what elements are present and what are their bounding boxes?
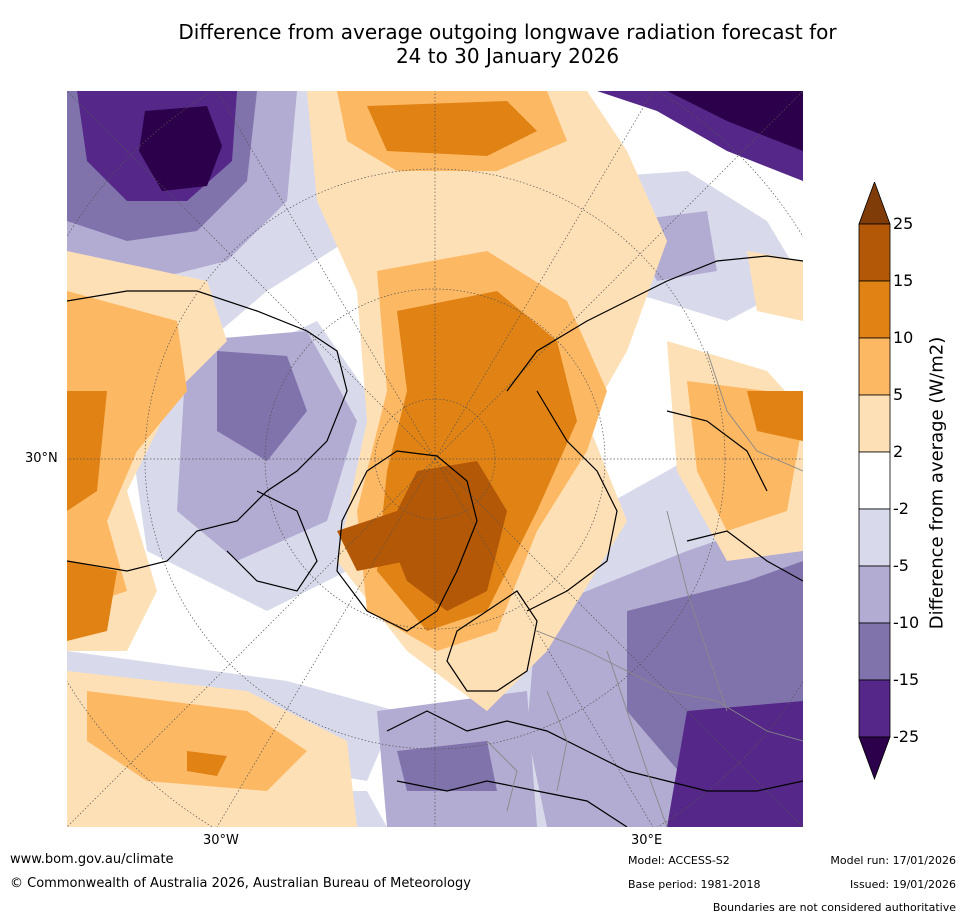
graticule: [67, 91, 803, 827]
colorbar-band--2-2: [858, 451, 891, 510]
base-period-text: Base period: 1981-2018: [628, 878, 761, 891]
colorbar-tick-label: -2: [893, 499, 909, 518]
olr-anomaly-map: [67, 91, 803, 827]
colorbar-extend-over: [858, 182, 891, 225]
colorbar-band--15--10: [858, 622, 891, 681]
colorbar-tick-label: 2: [893, 442, 904, 461]
colorbar-tick-label: 25: [893, 214, 914, 233]
colorbar-tick-label: -10: [893, 613, 920, 632]
copyright-text: © Commonwealth of Australia 2026, Austra…: [10, 876, 471, 891]
chart-title: Difference from average outgoing longwav…: [120, 20, 895, 68]
title-line-2: 24 to 30 January 2026: [395, 44, 620, 68]
colorbar-tick-label: 10: [893, 328, 914, 347]
lat-label-30n: 30°N: [25, 451, 58, 466]
colorbar-tick-label: -25: [893, 727, 920, 746]
model-text: Model: ACCESS-S2: [628, 854, 730, 867]
country-borders: [486, 350, 803, 827]
colorbar-band-15-25: [858, 223, 891, 282]
colorbar-band-10-15: [858, 280, 891, 339]
colorbar-band--10--5: [858, 565, 891, 624]
colorbar-tick-label: -5: [893, 556, 909, 575]
anomaly-fill-under-m25: [139, 91, 803, 191]
website-link[interactable]: www.bom.gov.au/climate: [10, 852, 174, 867]
colorbar-tick-label: -15: [893, 670, 920, 689]
colorbar-band-5-10: [858, 337, 891, 396]
lon-label-30w: 30°W: [203, 833, 239, 848]
colorbar: [858, 182, 891, 781]
model-run-text: Model run: 17/01/2026: [830, 854, 956, 867]
colorbar-extend-under: [858, 736, 891, 781]
colorbar-tick-label: 15: [893, 271, 914, 290]
title-line-1: Difference from average outgoing longwav…: [178, 20, 837, 44]
colorbar-tick-label: 5: [893, 385, 904, 404]
disclaimer-text: Boundaries are not considered authoritat…: [712, 901, 956, 914]
anomaly-fill-15-25: [337, 461, 507, 611]
colorbar-band--5--2: [858, 508, 891, 567]
coastlines: [67, 255, 803, 827]
lon-label-30e: 30°E: [631, 833, 663, 848]
colorbar-band--25--15: [858, 679, 891, 738]
issued-text: Issued: 19/01/2026: [849, 878, 956, 891]
colorbar-title: Difference from average (W/m2): [926, 336, 948, 630]
colorbar-band-2-5: [858, 394, 891, 453]
